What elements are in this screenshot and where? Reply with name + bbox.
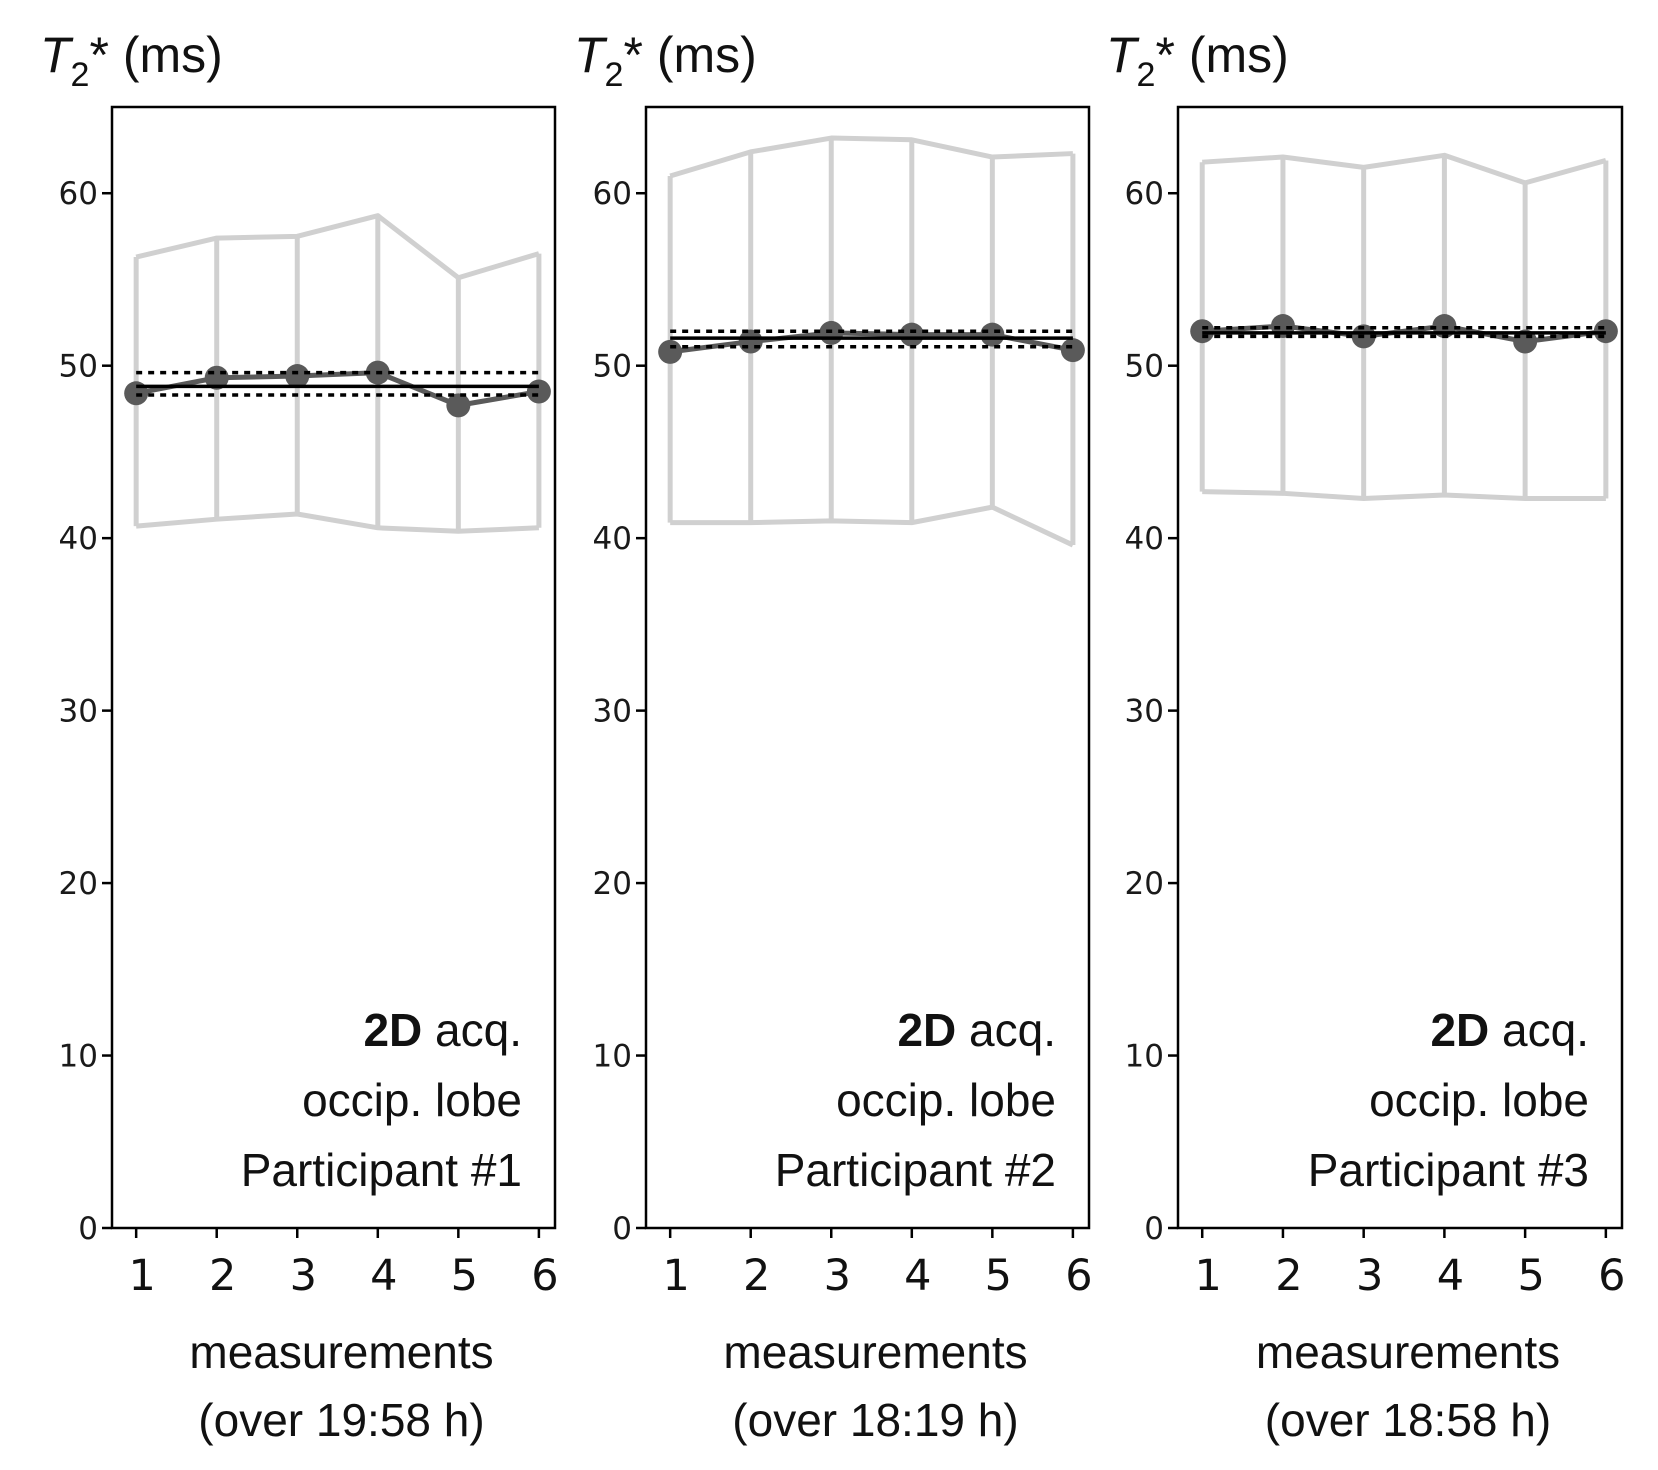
annotation-participant: Participant #2	[775, 1144, 1056, 1196]
measured-point-2	[738, 329, 763, 354]
upper-bound-line	[135, 213, 540, 281]
measured-point-6	[526, 379, 551, 404]
annotation-line-1: 2D acq.	[363, 1004, 522, 1056]
y-axis-title-symbol: T	[40, 27, 74, 83]
x-tick-label-3: 3	[1356, 1251, 1383, 1301]
y-tick-label-40: 40	[1125, 521, 1164, 557]
x-tick-label-6: 6	[1598, 1251, 1625, 1301]
measured-point-4	[899, 322, 924, 347]
y-axis-title: T2* (ms)	[40, 27, 223, 94]
x-axis-title: measurements	[723, 1326, 1027, 1378]
y-axis-title-subscript: 2	[71, 56, 90, 94]
measured-point-5	[446, 393, 471, 418]
measured-point-1	[658, 339, 683, 364]
x-tick-label-2: 2	[209, 1251, 236, 1301]
y-tick-label-20: 20	[593, 866, 632, 902]
annotation-line-1: 2D acq.	[897, 1004, 1056, 1056]
x-tick-label-6: 6	[531, 1251, 558, 1301]
annotation-region: occip. lobe	[302, 1074, 522, 1126]
y-tick-label-40: 40	[593, 521, 632, 557]
y-axis-title-symbol: T	[1106, 27, 1140, 83]
x-tick-label-3: 3	[824, 1251, 851, 1301]
y-tick-label-10: 10	[593, 1039, 632, 1075]
y-axis-title-suffix: * (ms)	[89, 27, 222, 83]
x-tick-label-2: 2	[743, 1251, 770, 1301]
x-tick-label-5: 5	[985, 1251, 1012, 1301]
annotation-region: occip. lobe	[1369, 1074, 1589, 1126]
x-tick-label-1: 1	[128, 1251, 155, 1301]
y-axis-title-subscript: 2	[1137, 56, 1156, 94]
y-tick-label-40: 40	[59, 521, 98, 557]
x-tick-label-1: 1	[662, 1251, 689, 1301]
x-tick-label-5: 5	[1517, 1251, 1544, 1301]
measured-line	[669, 330, 1074, 355]
y-tick-label-20: 20	[1125, 866, 1164, 902]
lower-bound-line	[670, 504, 1074, 548]
y-tick-label-30: 30	[59, 694, 98, 730]
x-axis-subtitle: (over 18:58 h)	[1265, 1394, 1551, 1446]
annotation-participant: Participant #3	[1308, 1144, 1589, 1196]
annotation-acq-label: acq.	[956, 1004, 1056, 1056]
annotation-acq-type: 2D	[897, 1004, 956, 1056]
annotation-acq-type: 2D	[1430, 1004, 1489, 1056]
upper-bound-line	[1202, 152, 1607, 186]
y-tick-label-10: 10	[59, 1039, 98, 1075]
annotation-acq-type: 2D	[363, 1004, 422, 1056]
annotation-acq-label: acq.	[422, 1004, 522, 1056]
y-tick-label-30: 30	[593, 694, 632, 730]
y-axis-title-suffix: * (ms)	[1155, 27, 1288, 83]
x-tick-label-1: 1	[1195, 1251, 1222, 1301]
upper-bound-line	[669, 135, 1073, 179]
y-tick-label-10: 10	[1125, 1039, 1164, 1075]
x-tick-label-6: 6	[1065, 1251, 1092, 1301]
y-tick-label-50: 50	[593, 349, 632, 385]
y-tick-label-60: 60	[1125, 176, 1164, 212]
measured-point-3	[285, 364, 310, 389]
measured-point-6	[1060, 338, 1085, 363]
annotation-acq-label: acq.	[1489, 1004, 1589, 1056]
x-tick-label-2: 2	[1275, 1251, 1302, 1301]
x-tick-label-4: 4	[1437, 1251, 1464, 1301]
annotation-line-1: 2D acq.	[1430, 1004, 1589, 1056]
y-tick-label-50: 50	[59, 349, 98, 385]
x-axis-title: measurements	[189, 1326, 493, 1378]
x-tick-label-5: 5	[451, 1251, 478, 1301]
lower-bound-line	[135, 511, 539, 534]
plot-frame	[1176, 105, 1624, 1230]
y-tick-label-20: 20	[59, 866, 98, 902]
x-tick-label-4: 4	[370, 1251, 397, 1301]
measured-point-5	[980, 322, 1005, 347]
plot-frame	[644, 105, 1091, 1230]
annotation-region: occip. lobe	[836, 1074, 1056, 1126]
y-tick-label-60: 60	[593, 176, 632, 212]
x-axis-subtitle: (over 19:58 h)	[198, 1394, 484, 1446]
y-tick-label-0: 0	[1144, 1211, 1164, 1247]
y-axis-title-suffix: * (ms)	[623, 27, 756, 83]
plot-frame	[110, 105, 557, 1230]
y-axis-title: T2* (ms)	[574, 27, 757, 94]
x-axis-subtitle: (over 18:19 h)	[732, 1394, 1018, 1446]
y-axis-title: T2* (ms)	[1106, 27, 1289, 94]
y-tick-label-50: 50	[1125, 349, 1164, 385]
y-tick-label-0: 0	[78, 1211, 98, 1247]
x-tick-label-4: 4	[904, 1251, 931, 1301]
x-axis-title: measurements	[1256, 1326, 1560, 1378]
y-tick-label-30: 30	[1125, 694, 1164, 730]
lower-bound-line	[1202, 489, 1606, 501]
y-tick-label-0: 0	[612, 1211, 632, 1247]
y-axis-title-symbol: T	[574, 27, 608, 83]
measured-line	[135, 370, 540, 408]
y-axis-title-subscript: 2	[605, 56, 624, 94]
annotation-participant: Participant #1	[241, 1144, 522, 1196]
x-tick-label-3: 3	[290, 1251, 317, 1301]
y-tick-label-60: 60	[59, 176, 98, 212]
